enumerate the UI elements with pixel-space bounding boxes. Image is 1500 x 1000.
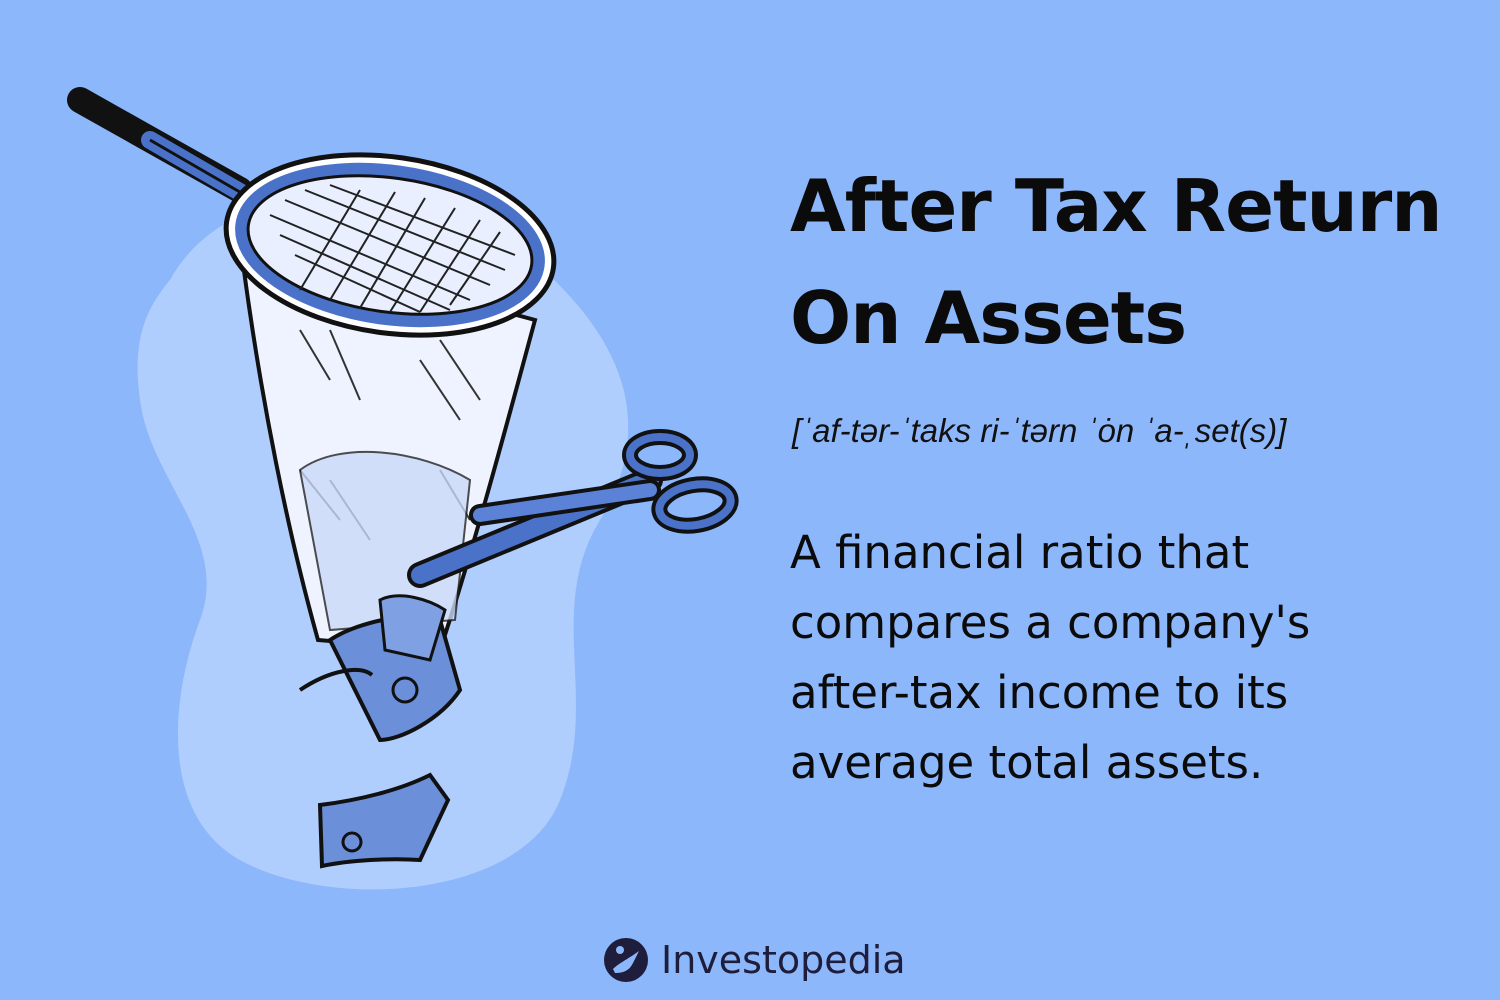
definition-line-2: compares a company's	[790, 596, 1311, 649]
definition-line-4: average total assets.	[790, 736, 1264, 789]
illustration	[67, 87, 739, 890]
page-title: After Tax Return On Assets	[790, 150, 1480, 374]
definition-line-3: after-tax income to its	[790, 666, 1289, 719]
title-line-1: After Tax Return	[790, 164, 1443, 248]
brand-name: Investopedia	[661, 938, 906, 982]
investopedia-logo-icon	[604, 938, 648, 982]
definition-line-1: A financial ratio that	[790, 526, 1250, 579]
title-line-2: On Assets	[790, 276, 1187, 360]
pronunciation: [ˈaf-tər-ˈtaks ri-ˈtərn ˈȯn ˈa-ˌset(s)]	[792, 412, 1287, 449]
definition-text: A financial ratio that compares a compan…	[790, 518, 1480, 798]
dollar-bill-icon	[298, 594, 463, 869]
brand-logo: Investopedia	[603, 932, 906, 988]
scissors-icon	[407, 429, 739, 588]
